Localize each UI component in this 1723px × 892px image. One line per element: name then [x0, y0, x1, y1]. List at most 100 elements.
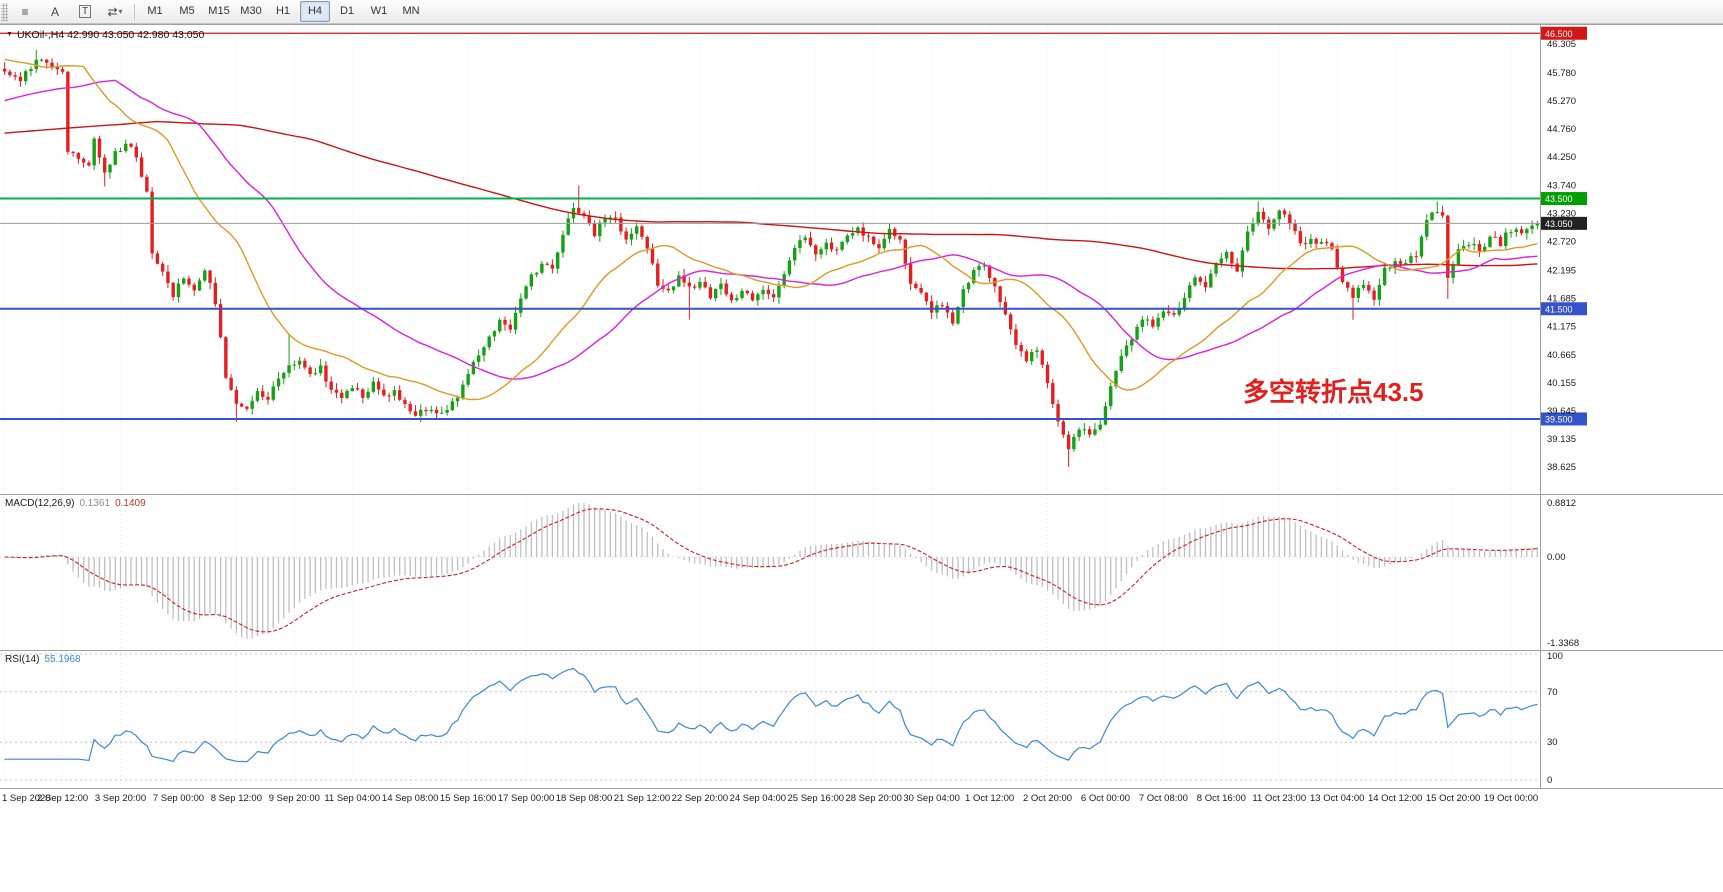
text-annotation[interactable]: 多空转折点43.5 — [1243, 377, 1424, 407]
candle-body — [882, 238, 886, 249]
ma-slow-line — [4, 120, 1538, 270]
candle-body — [166, 271, 170, 284]
time-axis-label: 25 Sep 16:00 — [788, 793, 845, 804]
candle-body — [208, 270, 212, 283]
price-tick-label: 45.270 — [1547, 96, 1576, 107]
candle-body — [835, 249, 839, 251]
candle-body — [1293, 223, 1297, 232]
price-tick-label: 41.175 — [1547, 322, 1576, 333]
toolbar-grip[interactable] — [1, 2, 8, 21]
candle-body — [577, 208, 581, 214]
candle-body — [719, 283, 723, 290]
text-tool-icon[interactable]: T — [71, 1, 99, 22]
timeframe-button-h4[interactable]: H4 — [300, 1, 330, 22]
timeframe-button-m15[interactable]: M15 — [208, 5, 230, 17]
candle-body — [187, 278, 191, 285]
candle-body — [1188, 285, 1192, 298]
candle-body — [303, 360, 307, 368]
candle-body — [777, 285, 781, 298]
candle-body — [645, 236, 649, 249]
candle-body — [1219, 258, 1224, 264]
time-axis-label: 14 Sep 08:00 — [382, 793, 439, 804]
macd-name: MACD(12,26,9) — [5, 498, 75, 509]
candle-body — [1361, 285, 1366, 288]
candle-body — [1330, 243, 1334, 249]
candle-body — [1082, 429, 1087, 431]
candle-body — [334, 389, 339, 393]
candle-body — [1456, 249, 1461, 265]
candle-body — [656, 263, 660, 286]
candle-body — [1056, 404, 1060, 422]
time-axis-label: 19 Oct 00:00 — [1484, 793, 1538, 804]
candle-body — [771, 294, 776, 298]
candle-body — [434, 409, 439, 414]
time-axis-label: 11 Sep 04:00 — [324, 793, 380, 804]
macd-signal-line — [4, 508, 1538, 633]
macd-histogram — [9, 503, 1539, 639]
candle-body — [803, 237, 807, 241]
candle-body — [92, 138, 96, 166]
candle-body — [872, 236, 876, 245]
candle-body — [340, 392, 344, 398]
candle-body — [1251, 223, 1255, 232]
timeframe-button-m5[interactable]: M5 — [179, 5, 195, 17]
candle-body — [735, 298, 739, 301]
timeframe-button-m30[interactable]: M30 — [240, 5, 262, 17]
candle-body — [81, 158, 86, 163]
candle-body — [756, 294, 760, 301]
candle-body — [324, 365, 328, 382]
candle-body — [498, 319, 502, 332]
indicator-list-icon[interactable]: ≡ — [11, 1, 39, 22]
candle-body — [139, 157, 144, 177]
candle-body — [55, 66, 60, 70]
candle-body — [819, 249, 823, 255]
macd-axis-label: 0.00 — [1547, 552, 1566, 563]
timeframe-button-mn[interactable]: MN — [402, 5, 420, 17]
price-tick-label: 44.250 — [1547, 152, 1576, 163]
timeframe-button-h1[interactable]: H1 — [275, 5, 291, 17]
resistance-line-46-5-badge-label: 46.500 — [1545, 29, 1573, 39]
timeframe-button-d1[interactable]: D1 — [339, 5, 355, 17]
time-axis-label: 13 Oct 04:00 — [1310, 793, 1364, 804]
rsi-axis-label: 0 — [1547, 775, 1552, 786]
candle-body — [455, 397, 460, 402]
candle-body — [1309, 238, 1313, 245]
candle-body — [261, 391, 265, 397]
cycle-template-icon[interactable]: ⇄ ▾ — [101, 1, 129, 22]
candle-body — [329, 381, 333, 390]
candle-body — [908, 263, 913, 284]
timeframe-button-m1[interactable]: M1 — [147, 5, 163, 17]
price-tick-label: 45.780 — [1547, 68, 1576, 79]
time-axis-label: 2 Oct 20:00 — [1023, 793, 1072, 804]
candle-body — [118, 151, 123, 153]
candle-body — [145, 176, 149, 192]
candle-body — [566, 218, 570, 235]
candle-body — [192, 284, 196, 291]
candle-body — [1530, 225, 1534, 230]
candle-body — [724, 283, 728, 295]
candle-body — [471, 361, 476, 374]
price-tick-label: 42.720 — [1547, 237, 1576, 248]
support-line-41-5-badge — [1541, 302, 1587, 316]
toolbar-separator — [134, 3, 135, 20]
candle-body — [682, 275, 686, 283]
candle-body — [1482, 246, 1487, 252]
candle-body — [1030, 352, 1034, 362]
cursor-tool-icon[interactable]: A — [41, 1, 69, 22]
timeframe-button-w1[interactable]: W1 — [370, 5, 388, 17]
candle-body — [972, 270, 976, 283]
candle-body — [1087, 429, 1092, 435]
candle-body — [1314, 238, 1318, 244]
candle-body — [1098, 424, 1102, 430]
collapse-triangle-icon[interactable]: ▼ — [6, 31, 13, 38]
candle-body — [1525, 229, 1529, 234]
candle-body — [824, 242, 829, 250]
candle-body — [1203, 281, 1208, 288]
candle-body — [392, 390, 397, 396]
candle-body — [1261, 211, 1266, 220]
candle-body — [97, 138, 102, 158]
candle-body — [182, 278, 186, 284]
candle-body — [1035, 350, 1039, 353]
